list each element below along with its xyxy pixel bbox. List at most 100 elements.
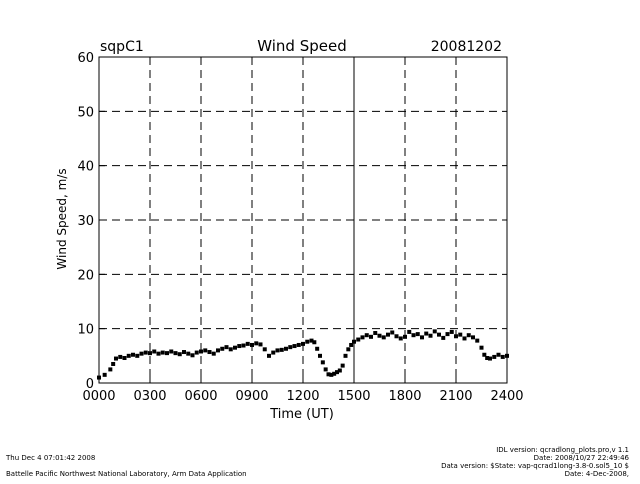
y-tick-label: 10 — [77, 323, 94, 338]
data-point — [237, 344, 242, 349]
data-point — [102, 372, 107, 377]
data-point — [415, 332, 420, 337]
data-point — [271, 350, 276, 355]
data-point — [454, 334, 458, 339]
data-point — [500, 354, 505, 359]
data-point — [312, 340, 317, 345]
data-point — [139, 351, 144, 356]
data-point — [279, 347, 284, 352]
data-point — [343, 353, 348, 358]
data-point — [173, 351, 178, 356]
data-point — [377, 333, 382, 338]
y-axis-label: Wind Speed, m/s — [55, 168, 69, 269]
x-axis-label: Time (UT) — [269, 407, 334, 422]
data-point — [496, 352, 501, 357]
data-point — [340, 363, 345, 368]
data-point — [114, 356, 118, 361]
data-point — [441, 335, 446, 340]
data-point — [199, 349, 203, 354]
data-point — [160, 350, 165, 355]
data-point — [305, 339, 310, 344]
data-point — [108, 367, 113, 372]
data-point — [411, 333, 416, 338]
data-point — [466, 333, 471, 338]
data-point — [296, 342, 301, 347]
data-point — [449, 329, 454, 334]
data-point — [437, 332, 441, 337]
data-point — [329, 372, 334, 377]
x-tick-label: 1800 — [388, 389, 421, 404]
data-point — [323, 367, 328, 372]
data-point — [394, 334, 399, 339]
data-point — [122, 356, 127, 361]
y-tick-label: 60 — [77, 51, 94, 66]
x-tick-label: 2100 — [439, 389, 472, 404]
footer-left: Thu Dec 4 07:01:42 2008 Battelle Pacific… — [6, 454, 247, 478]
footer-right: IDL version: qcradlong_plots.pro,v 1.1 D… — [441, 446, 629, 478]
data-point — [254, 341, 259, 346]
footer-timestamp: Thu Dec 4 07:01:42 2008 — [6, 454, 96, 462]
date-label: 20081202 — [431, 39, 502, 55]
data-point — [135, 353, 140, 358]
footer-data-version: Data version: $State: vap-qcrad1long-3.8… — [441, 462, 629, 470]
data-point — [326, 372, 331, 377]
data-point — [165, 351, 169, 356]
data-point — [471, 335, 475, 340]
data-point — [428, 333, 433, 338]
data-point — [475, 338, 480, 343]
x-tick-label: 0900 — [235, 389, 268, 404]
x-tick-label: 0600 — [184, 389, 217, 404]
x-axis-ticks: 0000 0300 0600 0900 1200 1500 1800 2100 2400 — [82, 377, 524, 404]
data-point — [228, 347, 233, 352]
data-point — [220, 346, 225, 351]
site-label: sqpC1 — [100, 39, 144, 55]
x-tick-label: 0300 — [133, 389, 166, 404]
y-tick-label: 0 — [86, 377, 94, 392]
data-point — [258, 342, 263, 347]
data-point — [245, 341, 250, 346]
data-point — [182, 350, 186, 355]
y-axis-ticks: 0 10 20 30 40 50 60 — [77, 51, 105, 392]
data-point — [250, 342, 254, 347]
data-point — [148, 351, 152, 356]
data-point — [492, 354, 497, 359]
data-point — [292, 344, 297, 349]
y-tick-label: 30 — [77, 214, 94, 229]
data-point — [190, 353, 195, 358]
data-point — [207, 350, 212, 355]
data-point — [337, 368, 342, 373]
data-point — [111, 361, 116, 366]
data-point — [177, 352, 182, 357]
chart-title: Wind Speed — [257, 37, 347, 55]
data-point — [420, 335, 424, 340]
data-point — [403, 334, 407, 339]
data-points — [97, 329, 509, 380]
data-point — [352, 339, 356, 344]
data-point — [485, 356, 490, 361]
data-point — [381, 335, 386, 340]
grid-lines — [99, 57, 507, 383]
data-point — [275, 348, 280, 353]
data-point — [458, 332, 463, 337]
data-point — [156, 351, 161, 356]
data-point — [369, 334, 373, 339]
data-point — [309, 338, 314, 343]
data-point — [356, 337, 361, 342]
y-tick-label: 50 — [77, 105, 94, 120]
data-point — [398, 336, 403, 341]
footer-data-date: Date: 4-Dec-2008, — [564, 470, 629, 478]
data-point — [479, 345, 484, 350]
data-point — [364, 333, 369, 338]
footer-organization: Battelle Pacific Northwest National Labo… — [6, 470, 247, 478]
footer-idl-date: Date: 2008/10/27 22:49:46 — [533, 454, 629, 462]
data-point — [373, 331, 378, 336]
data-point — [332, 371, 337, 376]
x-tick-label: 1200 — [286, 389, 319, 404]
footer-idl-version: IDL version: qcradlong_plots.pro,v 1.1 — [496, 446, 629, 454]
data-point — [284, 346, 288, 351]
data-point — [360, 335, 365, 340]
data-point — [152, 349, 157, 354]
data-point — [318, 353, 322, 358]
data-point — [390, 330, 395, 335]
